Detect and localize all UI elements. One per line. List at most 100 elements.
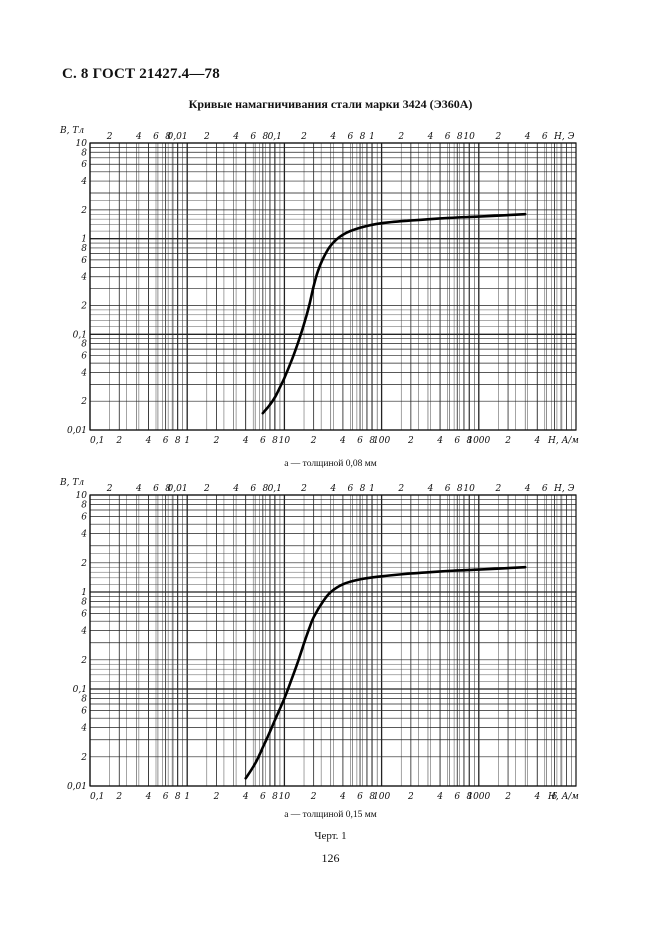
x-tick-label-bottom: 4 [145,792,152,802]
x-tick-label-top: 8 [457,484,463,494]
y-tick-label: 10 [76,491,88,501]
x-tick-label-top: 6 [250,484,256,494]
x-tick-label-bottom: 8 [467,436,473,446]
y-tick-label: 2 [80,397,87,407]
y-tick-label: 2 [80,302,87,312]
x-tick-label-top: 4 [329,132,336,142]
x-tick-label-bottom: 6 [357,436,363,446]
x-tick-label-top: 0,1 [268,484,282,494]
x-tick-label-top: 6 [348,484,354,494]
x-tick-label-bottom: 8 [369,792,375,802]
x-tick-label-top: 6 [542,484,548,494]
magnetization-curve [244,565,527,780]
x-tick-label-bottom: 2 [310,436,317,446]
x-tick-label-top: 6 [542,132,548,142]
figure-label: Черт. 1 [314,830,347,842]
x-tick-label-bottom: 4 [436,792,443,802]
x-tick-label-bottom: 4 [242,436,249,446]
x-tick-label-top: 2 [300,132,307,142]
y-tick-label: 6 [81,513,87,523]
x-tick-label-top: 4 [135,132,142,142]
x-tick-label-bottom: 6 [454,436,460,446]
x-tick-label-bottom: 1 [184,792,190,802]
magnetization-curve [261,212,527,415]
x-tick-label-bottom: 8 [175,436,181,446]
y-axis-label: B, Тл [59,126,84,136]
x-tick-label-bottom: 2 [213,792,220,802]
y-tick-label: 8 [81,694,87,704]
y-tick-label: 10 [76,139,88,149]
main-title: Кривые намагничивания стали марки 3424 (… [188,97,473,111]
x-tick-label-top: 8 [360,132,366,142]
x-tick-label-bottom: 1000 [467,436,490,446]
caption-chart-a: а — толщиной 0,08 мм [284,459,377,469]
x-tick-label-bottom: 6 [260,792,266,802]
x-tick-label-bottom: 2 [115,436,122,446]
x-tick-label-top: 2 [106,484,113,494]
y-tick-label: 6 [81,352,87,362]
x-tick-label-top: 8 [262,484,268,494]
x-tick-label-bottom: 6 [357,792,363,802]
x-tick-label-bottom: 2 [504,436,511,446]
x-tick-label-bottom: 2 [115,792,122,802]
x-axis-label-bottom: H, А/м [547,436,579,446]
x-tick-label-top: 8 [165,132,171,142]
x-tick-label-bottom: 10 [279,792,291,802]
x-tick-label-top: 10 [463,484,475,494]
x-tick-label-top: 4 [135,484,142,494]
y-tick-label: 0,01 [67,782,87,792]
x-tick-label-top: 4 [427,484,434,494]
y-tick-label: 6 [81,610,87,620]
x-tick-label-top: 8 [360,484,366,494]
x-tick-label-bottom: 4 [242,792,249,802]
y-tick-label: 0,01 [67,426,87,436]
y-tick-label: 8 [81,500,87,510]
y-tick-label: 4 [80,724,87,734]
y-axis-label: B, Тл [59,478,84,488]
x-tick-label-top: 6 [153,132,159,142]
x-tick-label-top: 2 [495,132,502,142]
x-tick-label-top: 0,1 [268,132,282,142]
x-tick-label-top: 8 [165,484,171,494]
x-tick-label-top: 4 [329,484,336,494]
x-tick-label-top: 0,01 [168,132,188,142]
x-tick-label-top: 4 [232,132,239,142]
y-tick-label: 6 [81,256,87,266]
grid [89,494,576,787]
x-tick-label-bottom: 6 [260,436,266,446]
y-tick-label: 4 [80,177,87,187]
x-tick-label-top: 8 [262,132,268,142]
x-axis-label-top: H, Э [553,484,575,494]
x-tick-label-bottom: 2 [310,792,317,802]
y-tick-label: 1 [81,235,87,245]
x-tick-label-bottom: 2 [407,436,414,446]
x-tick-label-top: 4 [524,484,531,494]
y-tick-label: 0,1 [73,330,87,340]
x-axis-label-top: H, Э [553,132,575,142]
y-tick-label: 8 [81,597,87,607]
y-tick-label: 4 [80,627,87,637]
x-tick-label-bottom: 10 [279,436,291,446]
plot-frame [89,494,577,787]
y-tick-label: 4 [80,273,87,283]
x-tick-label-bottom: 4 [145,436,152,446]
x-axis-label-bottom: H, А/м [547,792,579,802]
y-tick-label: 2 [80,753,87,763]
x-tick-label-top: 6 [445,132,451,142]
y-tick-label: 6 [81,160,87,170]
x-tick-label-top: 2 [203,132,210,142]
x-tick-label-top: 1 [369,132,375,142]
caption-chart-b: а — толщиной 0,15 мм [284,810,377,820]
x-tick-label-top: 2 [203,484,210,494]
x-tick-label-top: 2 [495,484,502,494]
x-tick-label-bottom: 8 [272,436,278,446]
x-tick-label-bottom: 100 [373,436,390,446]
x-tick-label-bottom: 4 [533,792,540,802]
x-tick-label-bottom: 6 [163,792,169,802]
y-tick-label: 6 [81,707,87,717]
x-tick-label-top: 1 [369,484,375,494]
x-tick-label-bottom: 2 [504,792,511,802]
page-header: С. 8 ГОСТ 21427.4—78 [62,66,220,82]
